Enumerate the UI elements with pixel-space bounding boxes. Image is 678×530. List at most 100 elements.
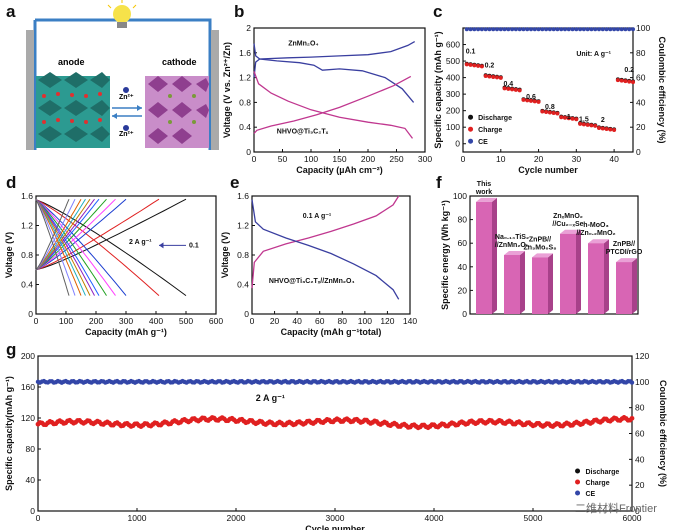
charge-curve-d-0 bbox=[35, 198, 187, 271]
annotation-b-nhvo: NHVO@Ti₃C₂Tₓ bbox=[277, 128, 329, 135]
charge-point-c bbox=[536, 99, 541, 104]
charge-point-c bbox=[578, 121, 583, 126]
series-line-e-1 bbox=[251, 199, 400, 300]
bar-label-f: ZnPB// bbox=[613, 241, 635, 248]
y-axis-label-c: Specific capacity (mAh g⁻¹) bbox=[433, 31, 443, 148]
y-tick-label-g: 40 bbox=[26, 475, 36, 485]
charge-point-c bbox=[627, 79, 632, 84]
y-axis-label-e: Voltage (V) bbox=[220, 232, 230, 278]
y-tick-label-f: 20 bbox=[458, 285, 468, 295]
bar-label-f: PTCDI/rGO bbox=[606, 249, 643, 256]
bar-top-f bbox=[588, 239, 609, 244]
ce-point-c bbox=[513, 27, 518, 32]
x-tick-label-g: 4000 bbox=[425, 513, 444, 523]
ce-point-c bbox=[615, 27, 620, 32]
charge-point-c bbox=[476, 63, 481, 68]
bar-f bbox=[560, 233, 576, 314]
x-tick-label-d: 200 bbox=[89, 316, 103, 326]
y-tick-label-c: 400 bbox=[446, 73, 460, 83]
x-tick-label-b: 250 bbox=[389, 154, 403, 164]
x-tick-label-d: 100 bbox=[59, 316, 73, 326]
charge-curve-d-10 bbox=[35, 198, 76, 271]
legend-marker-g bbox=[575, 468, 581, 474]
y2-tick-label-c: 0 bbox=[636, 147, 641, 157]
y-tick-label-g: 200 bbox=[21, 351, 35, 361]
charge-point-c bbox=[551, 110, 556, 115]
y2-tick-label-g: 80 bbox=[635, 403, 645, 413]
cathode-label: cathode bbox=[162, 57, 197, 67]
x-axis-label-d: Capacity (mAh g⁻¹) bbox=[85, 327, 167, 337]
y-tick-label-f: 40 bbox=[458, 262, 468, 272]
x-tick-label-b: 50 bbox=[278, 154, 288, 164]
x-tick-label-c: 10 bbox=[496, 154, 506, 164]
bar-label-f: h-MoO₃ bbox=[583, 222, 608, 229]
charge-point-c bbox=[589, 123, 594, 128]
x-axis-label-g: Cycle number bbox=[305, 524, 365, 530]
x-tick-label-d: 300 bbox=[119, 316, 133, 326]
x-tick-label-c: 20 bbox=[534, 154, 544, 164]
ce-point-c bbox=[623, 27, 628, 32]
ce-point-c bbox=[472, 27, 477, 32]
discharge-curve-d-6 bbox=[35, 199, 95, 296]
x-tick-label-e: 40 bbox=[292, 316, 302, 326]
y-tick-label-f: 60 bbox=[458, 238, 468, 248]
discharge-curve-d-8 bbox=[35, 199, 86, 296]
ce-point-c bbox=[597, 27, 601, 32]
x-tick-label-e: 100 bbox=[358, 316, 372, 326]
ce-point-c bbox=[547, 27, 552, 32]
x-tick-label-d: 0 bbox=[34, 316, 39, 326]
y-tick-label-c: 100 bbox=[446, 122, 460, 132]
y-axis-label-g: Specific capacity(mAh g⁻¹) bbox=[4, 376, 14, 491]
bar-label-f: ZnPB// bbox=[529, 236, 551, 243]
charge-point-c bbox=[525, 98, 530, 103]
y-tick-label-c: 300 bbox=[446, 89, 460, 99]
discharge-curve-d-1 bbox=[35, 199, 160, 296]
charge-point-g bbox=[629, 415, 635, 421]
ce-point-c bbox=[532, 27, 537, 32]
ce-point-g bbox=[629, 380, 635, 385]
annotation-g-rate: 2 A g⁻¹ bbox=[256, 393, 285, 403]
y2-tick-label-g: 120 bbox=[635, 351, 649, 361]
zn-ion-label-1: Zn²⁺ bbox=[119, 94, 134, 101]
y2-tick-label-g: 40 bbox=[635, 454, 645, 464]
charge-point-c bbox=[612, 128, 617, 133]
y2-tick-label-c: 60 bbox=[636, 73, 646, 83]
charge-point-c bbox=[555, 111, 560, 116]
bar-label-f: This bbox=[477, 181, 491, 188]
cathode-structure bbox=[145, 76, 209, 148]
discharge-curve-d-5 bbox=[35, 199, 100, 296]
watermark: 二维材料Frontier bbox=[575, 503, 657, 515]
y2-tick-label-c: 100 bbox=[636, 23, 650, 33]
charge-point-c bbox=[544, 109, 549, 114]
charge-point-c bbox=[479, 64, 484, 69]
ce-point-c bbox=[525, 27, 530, 32]
charge-point-c bbox=[623, 79, 628, 84]
discharge-curve-d-0 bbox=[35, 199, 187, 297]
y-tick-label-e: 0.8 bbox=[237, 250, 249, 260]
x-tick-label-b: 100 bbox=[304, 154, 318, 164]
ce-point-c bbox=[517, 27, 522, 32]
charge-curve-d-4 bbox=[35, 198, 107, 271]
legend-label-c: CE bbox=[478, 139, 488, 146]
x-tick-label-b: 0 bbox=[252, 154, 257, 164]
ce-point-c bbox=[468, 27, 473, 32]
x-tick-label-e: 20 bbox=[270, 316, 280, 326]
legend-label-g: Discharge bbox=[585, 469, 619, 476]
bar-top-f bbox=[476, 197, 497, 202]
ce-point-c bbox=[581, 27, 586, 32]
x-tick-label-g: 2000 bbox=[227, 513, 246, 523]
y-tick-label-b: 1.6 bbox=[239, 48, 251, 58]
ce-point-c bbox=[600, 27, 605, 32]
charge-point-c bbox=[615, 78, 620, 83]
charge-curve-d-2 bbox=[35, 198, 127, 271]
discharge-curve-d-3 bbox=[35, 199, 116, 296]
rate-label-c: 0.6 bbox=[526, 94, 536, 101]
x-tick-label-g: 3000 bbox=[326, 513, 345, 523]
bar-label-f: work bbox=[475, 189, 492, 196]
arrow-head-d bbox=[159, 242, 164, 249]
annotation-e-rate: 0.1 A g⁻¹ bbox=[303, 213, 332, 220]
bar-top-f bbox=[616, 258, 637, 263]
y2-tick-label-c: 80 bbox=[636, 48, 646, 58]
bar-top-f bbox=[532, 253, 553, 258]
bar-label-f: //Zn₀.₂MnO₂ bbox=[576, 230, 615, 237]
